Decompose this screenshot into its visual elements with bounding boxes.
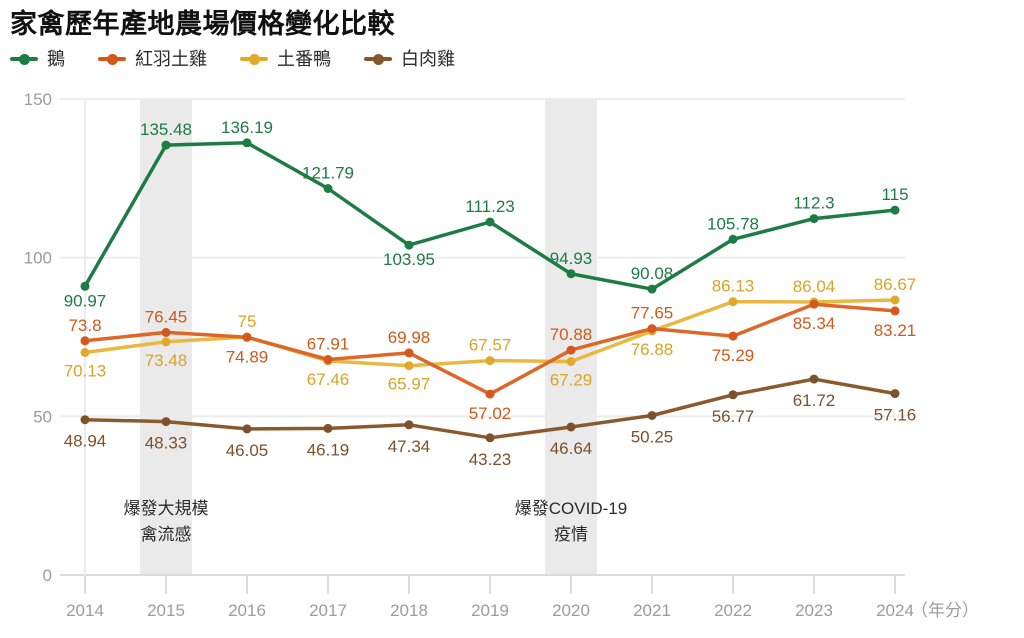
- svg-text:136.19: 136.19: [221, 118, 273, 137]
- svg-text:48.33: 48.33: [145, 434, 188, 453]
- svg-text:爆發大規模: 爆發大規模: [124, 499, 209, 518]
- svg-text:150: 150: [24, 90, 52, 109]
- white-broiler-line-marker-icon: [364, 53, 392, 65]
- svg-text:2022: 2022: [714, 601, 752, 620]
- svg-text:2017: 2017: [309, 601, 347, 620]
- svg-text:86.67: 86.67: [874, 275, 917, 294]
- svg-text:86.04: 86.04: [793, 277, 836, 296]
- svg-text:85.34: 85.34: [793, 314, 836, 333]
- svg-text:46.19: 46.19: [307, 440, 350, 459]
- svg-text:90.97: 90.97: [64, 291, 107, 310]
- svg-text:69.98: 69.98: [388, 328, 431, 347]
- legend-item-goose[interactable]: 鵝: [10, 50, 65, 68]
- svg-text:46.64: 46.64: [550, 439, 593, 458]
- svg-text:57.16: 57.16: [874, 406, 917, 425]
- svg-text:90.08: 90.08: [631, 264, 674, 283]
- legend-label-red-feather-chicken: 紅羽土雞: [135, 49, 207, 69]
- svg-text:2014: 2014: [66, 601, 104, 620]
- legend-item-muscovy-duck[interactable]: 土番鴨: [240, 50, 331, 68]
- svg-text:43.23: 43.23: [469, 450, 512, 469]
- svg-text:2024: 2024: [876, 601, 914, 620]
- chart-title: 家禽歷年產地農場價格變化比較: [10, 9, 395, 39]
- svg-text:57.02: 57.02: [469, 404, 512, 423]
- svg-text:112.3: 112.3: [793, 194, 834, 213]
- svg-text:76.88: 76.88: [631, 340, 674, 359]
- legend-item-white-broiler[interactable]: 白肉雞: [364, 50, 455, 68]
- legend-label-goose: 鵝: [47, 49, 65, 69]
- muscovy-duck-line-marker-icon: [240, 53, 268, 65]
- svg-text:77.65: 77.65: [631, 304, 674, 323]
- svg-text:75.29: 75.29: [712, 346, 755, 365]
- legend-label-muscovy-duck: 土番鴨: [277, 49, 331, 69]
- goose-line-marker-icon: [10, 53, 38, 65]
- svg-text:0: 0: [43, 566, 52, 585]
- svg-text:67.57: 67.57: [469, 336, 512, 355]
- svg-text:2020: 2020: [552, 601, 590, 620]
- svg-text:135.48: 135.48: [140, 120, 192, 139]
- red-feather-chicken-line-marker-icon: [98, 53, 126, 65]
- svg-text:50.25: 50.25: [631, 428, 674, 447]
- svg-text:115: 115: [881, 185, 908, 204]
- svg-text:70.88: 70.88: [550, 325, 593, 344]
- svg-text:100: 100: [24, 249, 52, 268]
- legend-label-white-broiler: 白肉雞: [401, 49, 455, 69]
- svg-text:2018: 2018: [390, 601, 428, 620]
- svg-text:73.48: 73.48: [145, 351, 188, 370]
- svg-text:67.29: 67.29: [550, 371, 593, 390]
- svg-text:（年分）: （年分）: [911, 601, 979, 620]
- svg-text:65.97: 65.97: [388, 375, 431, 394]
- svg-text:67.46: 67.46: [307, 370, 350, 389]
- svg-text:94.93: 94.93: [550, 249, 593, 268]
- svg-text:48.94: 48.94: [64, 432, 107, 451]
- svg-text:疫情: 疫情: [554, 525, 588, 544]
- svg-text:105.78: 105.78: [707, 214, 759, 233]
- svg-text:爆發COVID-19: 爆發COVID-19: [515, 499, 627, 518]
- svg-text:75: 75: [238, 312, 257, 331]
- svg-text:111.23: 111.23: [465, 197, 514, 216]
- svg-text:76.45: 76.45: [145, 307, 188, 326]
- svg-text:74.89: 74.89: [226, 347, 269, 366]
- svg-text:70.13: 70.13: [64, 362, 107, 381]
- svg-text:56.77: 56.77: [712, 407, 755, 426]
- svg-text:2016: 2016: [228, 601, 266, 620]
- svg-text:86.13: 86.13: [712, 277, 755, 296]
- svg-text:禽流感: 禽流感: [141, 525, 192, 544]
- svg-text:2015: 2015: [147, 601, 185, 620]
- svg-text:103.95: 103.95: [383, 250, 435, 269]
- svg-text:61.72: 61.72: [793, 391, 836, 410]
- legend: 鵝 紅羽土雞 土番鴨 白肉雞: [10, 50, 455, 68]
- svg-text:121.79: 121.79: [302, 164, 354, 183]
- svg-text:2021: 2021: [633, 601, 671, 620]
- svg-text:2023: 2023: [795, 601, 833, 620]
- svg-text:67.91: 67.91: [307, 335, 350, 354]
- svg-text:2019: 2019: [471, 601, 509, 620]
- svg-text:73.8: 73.8: [68, 316, 101, 335]
- legend-item-red-feather-chicken[interactable]: 紅羽土雞: [98, 50, 207, 68]
- svg-text:50: 50: [33, 407, 52, 426]
- svg-text:83.21: 83.21: [874, 321, 917, 340]
- svg-text:46.05: 46.05: [226, 441, 269, 460]
- svg-text:47.34: 47.34: [388, 437, 431, 456]
